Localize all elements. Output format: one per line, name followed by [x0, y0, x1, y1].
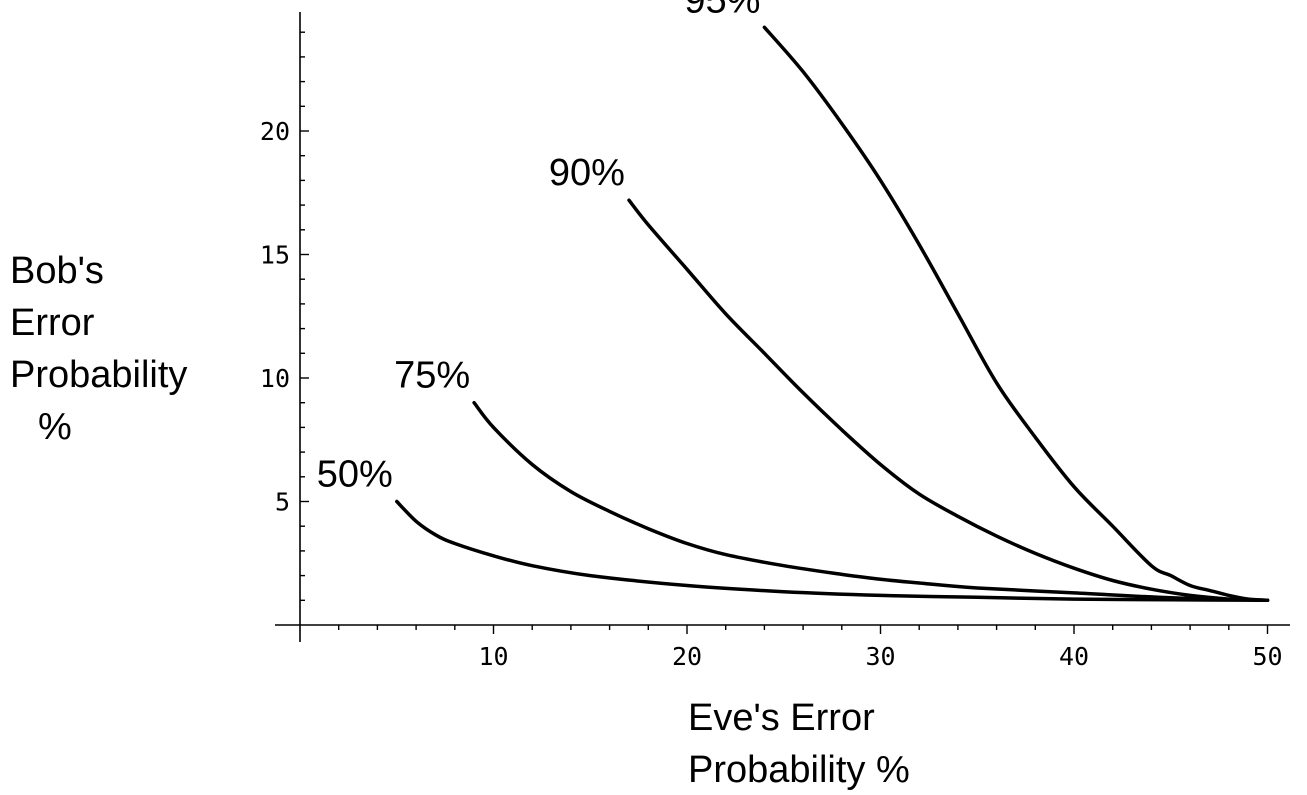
series-label-50pct: 50%: [317, 454, 393, 496]
series-line-50pct: [395, 499, 1270, 603]
x-tick-label: 30: [865, 642, 895, 671]
series-label-75pct: 75%: [394, 355, 470, 397]
x-tick-label: 20: [672, 642, 702, 671]
axis-titles: Eve's Error Probability % Bob's Error Probab…: [10, 250, 910, 791]
x-tick-label: 50: [1252, 642, 1282, 671]
tick-marks: [300, 31, 1269, 634]
y-axis-title-line: Error: [10, 302, 95, 344]
x-tick-label: 10: [478, 642, 508, 671]
x-axis-title-line: Eve's Error: [688, 697, 875, 739]
series-labels: 50% 75% 90% 95%: [317, 0, 761, 496]
series-curves: [395, 25, 1270, 603]
x-axis-title-line: Probability %: [688, 749, 910, 791]
y-axis-title-line: %: [38, 406, 72, 448]
series-line-75pct: [472, 400, 1270, 603]
y-tick-label: 20: [260, 117, 290, 146]
series-label-95pct: 95%: [684, 0, 760, 21]
tick-labels: 10 20 30 40 50 5 10 15 20: [260, 117, 1283, 671]
axes: [275, 12, 1290, 642]
series-label-90pct: 90%: [549, 152, 625, 194]
y-tick-label: 10: [260, 364, 290, 393]
y-tick-label: 5: [275, 488, 290, 517]
series-line-90pct: [627, 198, 1270, 603]
y-tick-label: 15: [260, 241, 290, 270]
y-axis-title-line: Bob's: [10, 250, 104, 292]
x-tick-label: 40: [1059, 642, 1089, 671]
series-line-95pct: [762, 25, 1270, 603]
y-axis-title-line: Probability: [10, 354, 187, 396]
